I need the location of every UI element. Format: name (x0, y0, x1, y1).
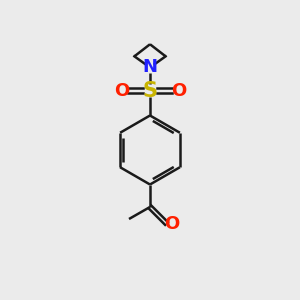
Text: O: O (164, 215, 179, 233)
Text: O: O (114, 82, 129, 100)
Text: S: S (142, 81, 158, 101)
Text: N: N (142, 58, 158, 76)
Text: O: O (171, 82, 186, 100)
